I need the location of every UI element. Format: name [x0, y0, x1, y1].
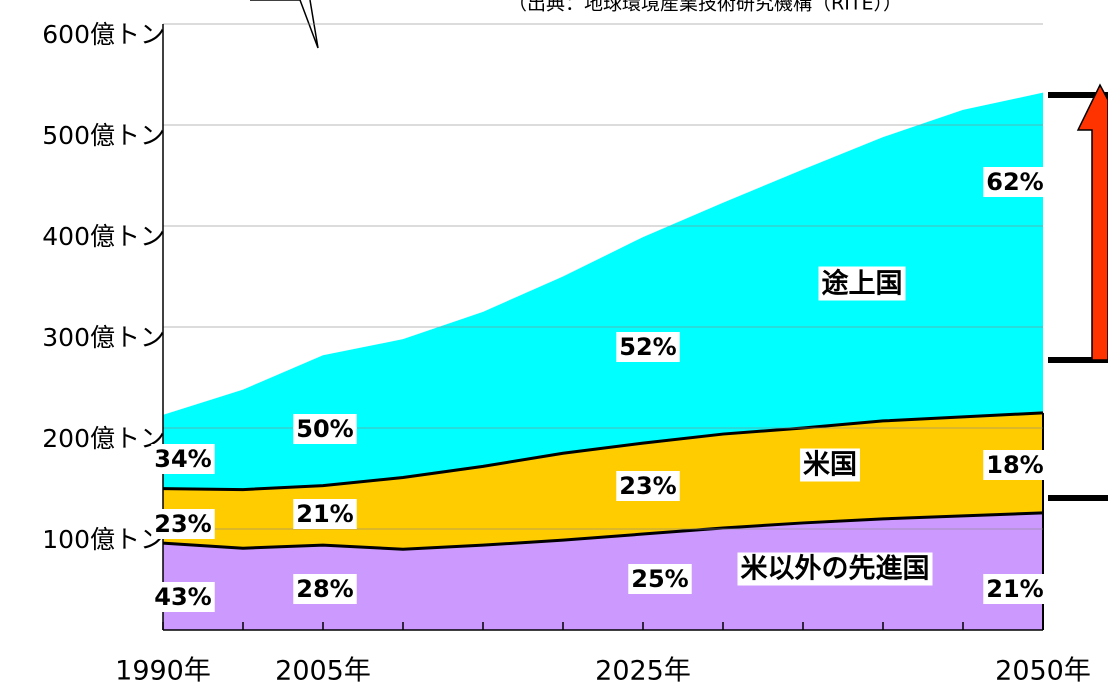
annotation: 23%: [619, 472, 676, 500]
annotation: 34%: [154, 445, 211, 473]
y-tick-label: 200億トン: [42, 424, 165, 453]
annotation-group: 23%: [151, 509, 215, 539]
y-tick-label: 100億トン: [42, 525, 165, 554]
annotation: 52%: [619, 333, 676, 361]
boundary-line: [162, 411, 1044, 492]
annotation-group: 50%: [293, 414, 357, 444]
x-tick-label: 2050年: [995, 656, 1091, 687]
annotation-group: 21%: [983, 574, 1047, 604]
boundary-line: [162, 511, 1044, 551]
annotation-group: 62%: [983, 167, 1047, 197]
annotation-bg: [983, 167, 1047, 197]
annotation-bg: [151, 509, 215, 539]
annotation: 43%: [154, 583, 211, 611]
x-tick-label: 2025年: [595, 656, 691, 687]
annotation-group: 28%: [293, 574, 357, 604]
area: [163, 412, 1043, 550]
series-label-bg: [800, 448, 860, 482]
arrow: [1076, 83, 1108, 361]
annotation-group: 23%: [616, 471, 680, 501]
series-label-group: 米国: [800, 448, 860, 482]
y-tick-label: 300億トン: [42, 323, 165, 352]
annotation-group: 18%: [983, 450, 1047, 480]
area: [163, 92, 1043, 490]
annotation-bg: [293, 414, 357, 444]
annotation-group: 34%: [151, 444, 215, 474]
annotation-bg: [616, 332, 680, 362]
series-label-group: 途上国: [818, 266, 906, 301]
annotation-bg: [983, 574, 1047, 604]
series-label-bg: [737, 552, 933, 586]
annotation-bg: [293, 574, 357, 604]
series-label: 米以外の先進国: [741, 554, 930, 585]
annotation-group: 21%: [293, 499, 357, 529]
annotation: 18%: [986, 451, 1043, 479]
annotation-group: 25%: [628, 564, 692, 594]
series-label-bg: [818, 266, 906, 301]
annotation-bg: [151, 582, 215, 612]
annotation-group: 52%: [616, 332, 680, 362]
y-tick-label: 500億トン: [42, 121, 165, 150]
annotation-bg: [151, 444, 215, 474]
series-label-group: 米以外の先進国: [737, 552, 933, 586]
annotation-bg: [983, 450, 1047, 480]
annotation: 21%: [296, 500, 353, 528]
annotation-group: 43%: [151, 582, 215, 612]
annotation: 21%: [986, 575, 1043, 603]
y-tick-label: 400億トン: [42, 222, 165, 251]
annotation: 50%: [296, 415, 353, 443]
x-tick-label: 1990年: [115, 656, 211, 687]
series-label: 米国: [803, 450, 857, 481]
source: （出典：地球環境産業技術研究機構（RITE））: [508, 0, 902, 15]
annotation-bg: [628, 564, 692, 594]
decoration: [250, 0, 1108, 501]
x-tick-label: 2005年: [275, 656, 371, 687]
series-label: 途上国: [822, 268, 903, 300]
annotation-bg: [616, 471, 680, 501]
area: [163, 512, 1043, 630]
annotation: 28%: [296, 575, 353, 603]
annotation: 23%: [154, 510, 211, 538]
annotation: 62%: [986, 168, 1043, 196]
y-tick-label: 600億トン: [42, 20, 165, 49]
annotation: 25%: [631, 565, 688, 593]
annotation-bg: [293, 499, 357, 529]
